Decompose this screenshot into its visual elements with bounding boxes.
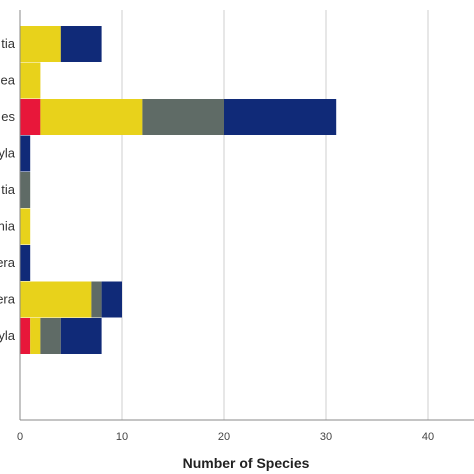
bar-segment-row5-series3	[20, 172, 31, 208]
category-label-3: es	[1, 109, 15, 124]
bar-segment-row4-series4	[20, 135, 31, 172]
bar-segment-row3-series3	[142, 99, 224, 135]
bar-segment-row9-series2	[30, 318, 41, 354]
category-label-9: yla	[0, 328, 16, 343]
gridlines	[121, 10, 429, 420]
bar-segment-row1-series2	[20, 26, 61, 62]
bar-segment-row8-series2	[20, 281, 92, 318]
category-label-2: ea	[1, 73, 16, 88]
x-tick-label-30: 30	[320, 431, 332, 443]
category-label-6: nia	[0, 219, 16, 234]
category-label-7: era	[0, 255, 16, 270]
bar-segment-row9-series1	[20, 318, 31, 354]
bar-segment-row1-series4	[60, 26, 102, 62]
x-tick-label-20: 20	[218, 431, 230, 443]
category-label-4: yla	[0, 146, 16, 161]
bars	[20, 26, 337, 354]
bar-segment-row3-series1	[20, 99, 41, 135]
x-tick-labels: 0 10 20 30 40	[17, 431, 434, 443]
bar-segment-row6-series2	[20, 208, 31, 245]
category-label-1: tia	[1, 36, 16, 51]
x-tick-label-10: 10	[116, 431, 128, 443]
category-label-8: era	[0, 292, 16, 307]
category-label-5: tia	[1, 182, 16, 197]
bar-segment-row9-series3	[40, 318, 61, 354]
bar-segment-row2-series2	[20, 62, 41, 99]
category-labels: tia ea es yla tia nia era era yla	[0, 36, 16, 343]
x-axis-title: Number of Species	[183, 455, 310, 471]
bar-segment-row9-series4	[60, 318, 102, 354]
bar-segment-row3-series2	[40, 99, 143, 135]
bar-segment-row8-series3	[91, 281, 102, 318]
bar-segment-row3-series4	[224, 99, 337, 135]
x-tick-label-0: 0	[17, 431, 23, 443]
x-tick-label-40: 40	[422, 431, 434, 443]
bar-segment-row8-series4	[101, 281, 122, 318]
bar-segment-row7-series4	[20, 245, 31, 281]
